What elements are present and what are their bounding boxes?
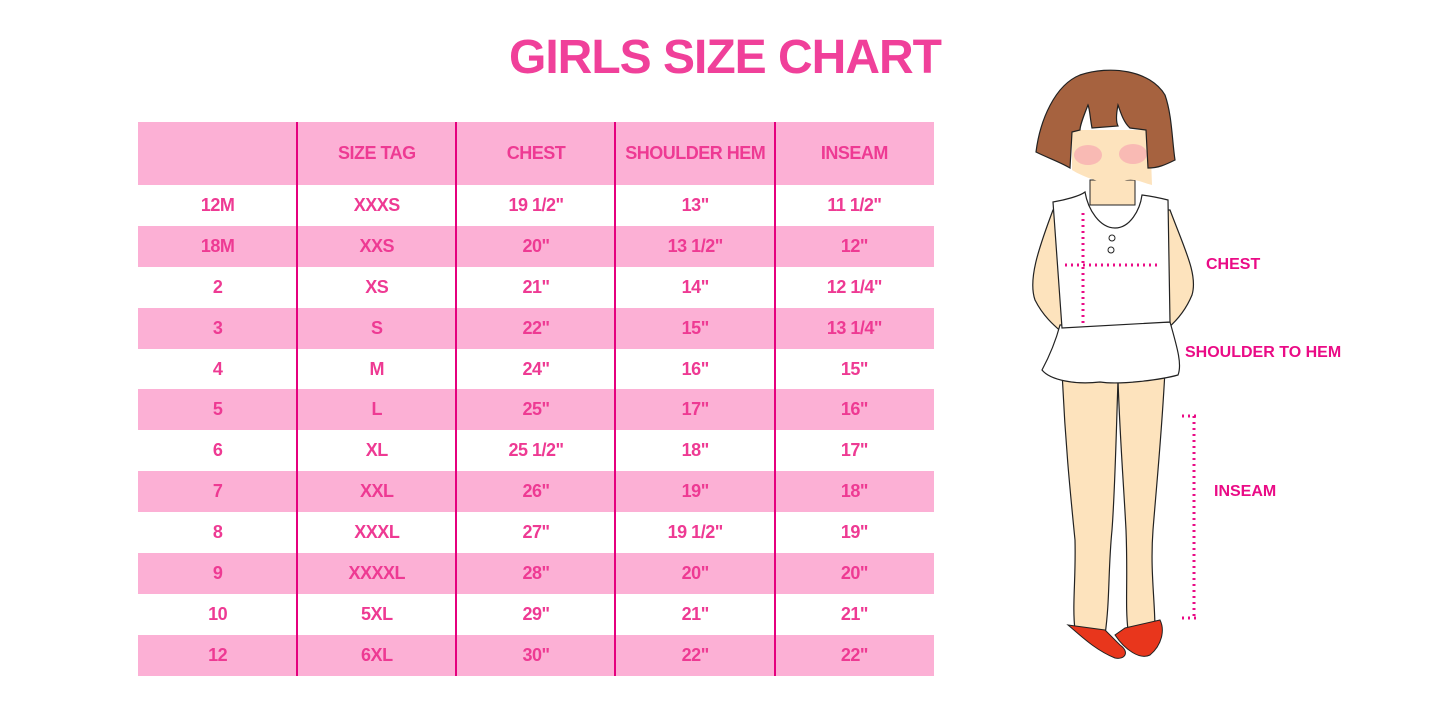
- inseam-label: INSEAM: [1214, 483, 1277, 500]
- table-cell: XXXXL: [348, 562, 406, 583]
- column-divider: [774, 122, 776, 676]
- table-cell: 28": [522, 562, 550, 583]
- column-header: SIZE TAG: [337, 143, 416, 163]
- table-cell: 27": [522, 522, 550, 543]
- table-cell: 4: [212, 358, 223, 379]
- girl-illustration: [1020, 60, 1420, 685]
- column-header: INSEAM: [820, 143, 889, 163]
- table-cell: 16": [840, 399, 869, 420]
- column-header: SHOULDER HEM: [625, 143, 766, 163]
- table-row: 7 XXL 26" 19" 18": [138, 471, 934, 513]
- table-cell: 19 1/2": [667, 522, 724, 543]
- table-cell: 5XL: [361, 603, 393, 624]
- table-cell: 29": [522, 603, 550, 624]
- girl-figure-icon: [1032, 69, 1200, 659]
- table-cell: 17": [681, 399, 710, 420]
- table-cell: 11 1/2": [827, 194, 882, 215]
- table-cell: 30": [522, 644, 550, 665]
- table-cell: 14": [681, 276, 710, 297]
- table-cell: 19 1/2": [508, 194, 564, 215]
- table-cell: 6: [212, 440, 223, 461]
- table-cell: S: [371, 317, 383, 338]
- table-cell: 12 1/4": [826, 276, 883, 297]
- table-cell: 7: [212, 481, 223, 502]
- table-row: 5 L 25" 17" 16": [138, 389, 934, 431]
- table-cell: 21": [681, 603, 710, 624]
- table-cell: 6XL: [361, 644, 393, 665]
- table-cell: 13 1/4": [826, 317, 883, 338]
- table-cell: 12M: [200, 194, 235, 215]
- column-divider: [455, 122, 457, 676]
- table-cell: 18": [681, 440, 710, 461]
- table-cell: 24": [522, 358, 550, 379]
- table-row: 6 XL 25 1/2" 18" 17": [138, 430, 934, 471]
- table-cell: 20": [522, 235, 550, 256]
- table-cell: 25 1/2": [508, 440, 564, 461]
- table-row: 18M XXS 20" 13 1/2" 12": [138, 225, 934, 267]
- column-divider: [296, 122, 298, 676]
- table-cell: 3: [212, 317, 223, 338]
- chest-label: CHEST: [1206, 256, 1261, 273]
- table-cell: 18": [840, 481, 869, 502]
- table-cell: 20": [681, 562, 710, 583]
- table-cell: 12": [840, 235, 869, 256]
- table-cell: 22": [681, 644, 710, 665]
- table-cell: 22": [840, 644, 869, 665]
- table-row: 4 M 24" 16" 15": [138, 349, 934, 390]
- table-cell: 12: [208, 644, 228, 665]
- table-row: 2 XS 21" 14" 12 1/4": [138, 267, 934, 308]
- table-cell: 15": [681, 317, 710, 338]
- header-row: SIZE TAG CHEST SHOULDER HEM INSEAM: [138, 122, 934, 185]
- table-cell: 20": [840, 562, 869, 583]
- table-cell: 18M: [200, 235, 235, 256]
- table-cell: 16": [681, 358, 710, 379]
- table-cell: 19": [681, 481, 710, 502]
- table-cell: 19": [840, 522, 869, 543]
- table-cell: XXXS: [353, 194, 401, 215]
- table-cell: 26": [522, 481, 550, 502]
- table-row: 10 5XL 29" 21" 21": [138, 594, 934, 635]
- table-row: 12M XXXS 19 1/2" 13" 11 1/2": [138, 185, 934, 226]
- table-cell: 21": [522, 276, 550, 297]
- table-cell: 8: [212, 522, 223, 543]
- column-header: CHEST: [506, 143, 566, 163]
- table-cell: 15": [840, 358, 869, 379]
- table-cell: 17": [840, 440, 869, 461]
- table-cell: 9: [212, 562, 223, 583]
- page-title: GIRLS SIZE CHART: [508, 31, 942, 84]
- table-cell: 10: [208, 603, 228, 624]
- table-cell: XXL: [360, 481, 394, 502]
- table-cell: XXS: [359, 235, 395, 256]
- table-row: 12 6XL 30" 22" 22": [138, 634, 934, 676]
- column-divider: [614, 122, 616, 676]
- table-cell: 25": [522, 399, 550, 420]
- column-header: [138, 122, 297, 185]
- table-cell: 5: [212, 399, 223, 420]
- table-cell: 2: [212, 276, 223, 297]
- table-cell: 13": [681, 194, 710, 215]
- table-row: 9 XXXXL 28" 20" 20": [138, 553, 934, 594]
- table-cell: XS: [365, 276, 389, 297]
- table-row: 8 XXXL 27" 19 1/2" 19": [138, 512, 934, 553]
- shoulder-to-hem-label: SHOULDER TO HEM: [1185, 344, 1342, 361]
- table-row: 3 S 22" 15" 13 1/4": [138, 307, 934, 349]
- table-cell: 13 1/2": [667, 235, 724, 256]
- size-chart-table: SIZE TAG CHEST SHOULDER HEM INSEAM 12M XXXS 19…: [138, 122, 934, 676]
- table-cell: XXXL: [354, 522, 400, 543]
- table-cell: 22": [522, 317, 550, 338]
- table-cell: XL: [365, 440, 389, 461]
- table-cell: 21": [840, 603, 869, 624]
- table-cell: L: [371, 399, 383, 420]
- table-cell: M: [369, 358, 385, 379]
